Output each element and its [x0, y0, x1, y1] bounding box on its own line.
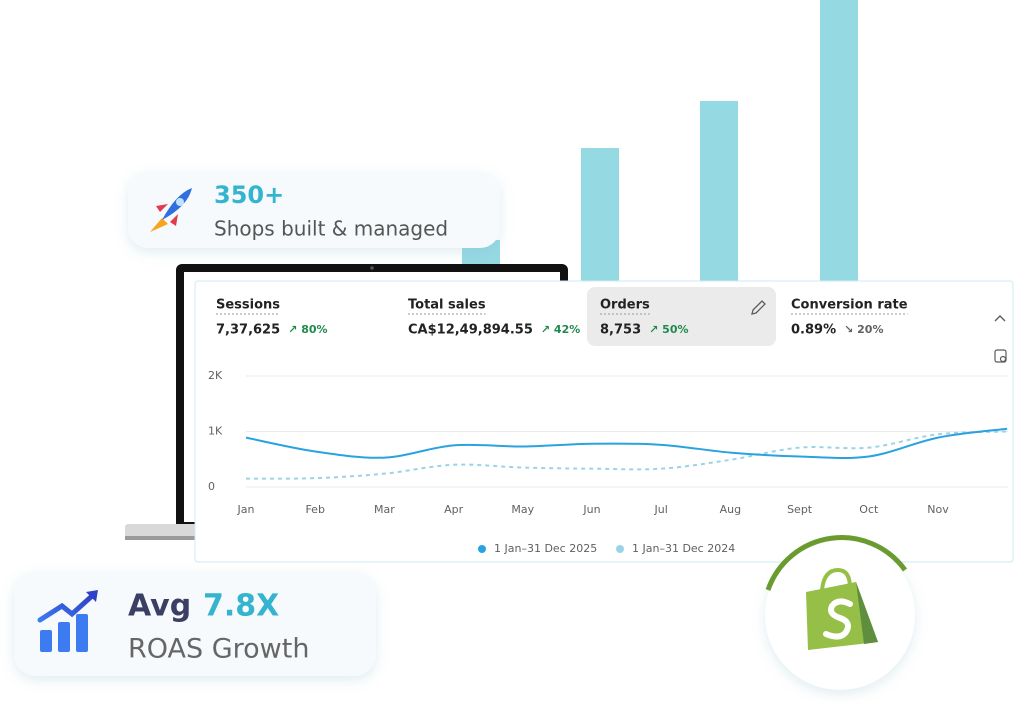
analytics-card [194, 280, 1014, 563]
legend-swatch [616, 545, 624, 553]
metrics: Sessions 7,37,625 ↗ 80% Total sales CA$12,49… [216, 298, 908, 338]
badge-number: 350+ [214, 181, 284, 209]
selected-metric [587, 287, 776, 346]
metric-value: CA$12,49,894.55 [408, 323, 533, 338]
badge-text: ROAS Growth [128, 634, 309, 665]
metric-label: Orders [600, 298, 650, 313]
y-tick-label: 1K [208, 425, 223, 438]
metric-value: 0.89% [791, 323, 836, 338]
badge-prefix: Avg [128, 589, 191, 624]
y-tick-label: 2K [208, 369, 223, 382]
x-tick-label: May [511, 503, 534, 516]
x-tick-label: Jun [582, 503, 600, 516]
metric-change: ↘ 20% [844, 323, 883, 336]
metric-change: ↗ 50% [649, 323, 688, 336]
roas-badge: Avg 7.8X ROAS Growth [14, 572, 376, 676]
growth-icon [37, 590, 98, 652]
x-tick-label: Feb [305, 503, 324, 516]
shops-badge: 350+ Shops built & managed [128, 172, 500, 248]
edit-icon[interactable] [751, 300, 766, 315]
metric-label: Total sales [408, 298, 486, 313]
legend-swatch [478, 545, 486, 553]
metric-change: ↗ 42% [541, 323, 580, 336]
x-tick-label: Oct [859, 503, 879, 516]
x-tick-label: Sept [787, 503, 813, 516]
shopify-logo [765, 535, 915, 690]
series-line [245, 427, 1008, 460]
legend-label: 1 Jan–31 Dec 2024 [632, 542, 735, 555]
metric-label: Sessions [216, 298, 280, 313]
legend-label: 1 Jan–31 Dec 2025 [494, 542, 597, 555]
badge-text: Shops built & managed [214, 217, 448, 241]
metric-change: ↗ 80% [288, 323, 327, 336]
x-tick-label: Jul [654, 503, 668, 516]
metric-label: Conversion rate [791, 298, 908, 313]
metric-value: 8,753 [600, 323, 641, 338]
badge-number: 7.8X [203, 589, 279, 624]
collapse-icon[interactable] [994, 315, 1006, 322]
x-tick-label: Mar [374, 503, 395, 516]
x-tick-label: Apr [444, 503, 464, 516]
report-icon[interactable] [994, 349, 1007, 363]
line-chart: 0 1K 2K Jan Feb Mar Apr May Jun Jul Aug Sept Oct Nov 1… [208, 369, 1008, 555]
x-tick-label: Aug [720, 503, 741, 516]
rocket-icon [150, 188, 192, 232]
x-tick-label: Jan [237, 503, 255, 516]
background-bars [462, 0, 858, 291]
metric-value: 7,37,625 [216, 323, 280, 338]
y-tick-label: 0 [208, 480, 215, 493]
x-tick-label: Nov [927, 503, 949, 516]
